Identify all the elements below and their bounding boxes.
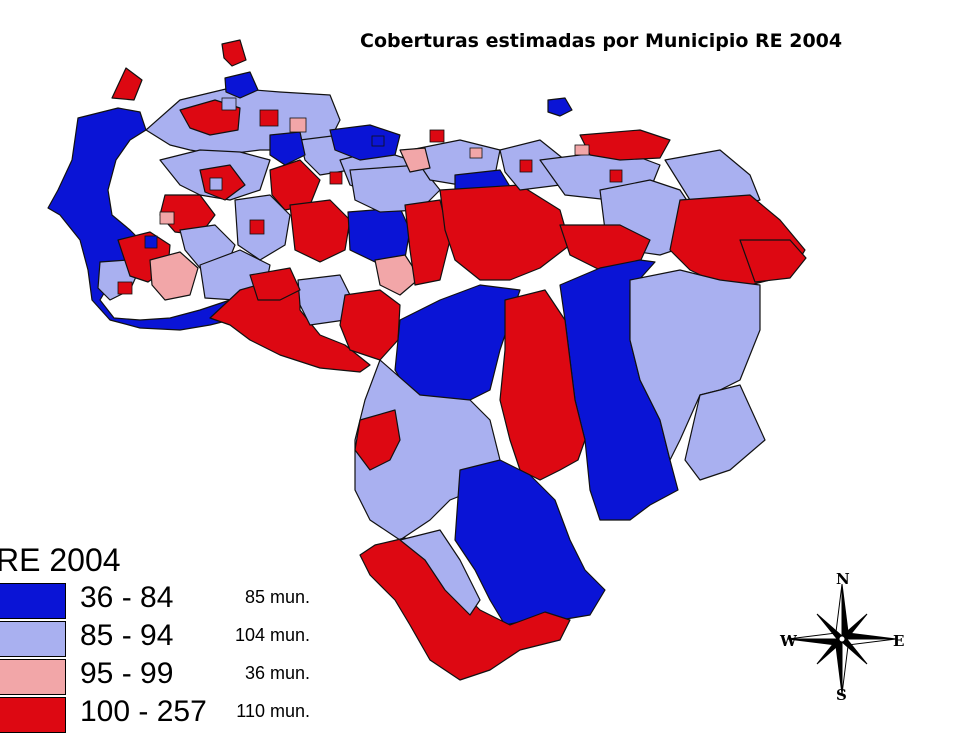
region-apure-red [339, 289, 401, 361]
compass-north-label: N [836, 570, 850, 588]
small-municipality [574, 144, 590, 156]
region-anzoategui-red [439, 184, 571, 281]
region-lara-red [199, 164, 246, 201]
small-municipality [429, 129, 445, 143]
region-peninsula-red [111, 67, 143, 101]
region-bolivar-light-se [684, 384, 766, 481]
small-municipality [144, 235, 158, 249]
small-municipality [519, 159, 533, 173]
legend-swatch [0, 621, 66, 657]
region-yaracuy [269, 131, 306, 166]
region-capital-pink [399, 147, 431, 173]
small-municipality [159, 211, 175, 225]
region-paraguana-red [221, 39, 247, 67]
region-guarico-blue [347, 207, 411, 263]
legend-count-label: 104 mun. [234, 625, 310, 645]
legend-swatch [0, 659, 66, 695]
small-municipality [117, 281, 133, 295]
region-apure-east [249, 267, 301, 301]
small-municipality [371, 135, 385, 147]
region-guarico-pink [374, 254, 421, 296]
region-sucre-red [579, 129, 671, 161]
legend-range-label: 100 - 257 [80, 695, 207, 728]
compass-west-label: W [780, 632, 797, 650]
legend-title: RE 2004 [0, 542, 121, 578]
region-amazonas-light-south [399, 529, 481, 616]
region-delta-red-2 [739, 239, 807, 283]
region-guarico-east [404, 199, 451, 286]
legend-range-label: 95 - 99 [80, 657, 174, 690]
region-amazonas-red-west [354, 409, 401, 471]
region-amazonas-blue [454, 459, 606, 626]
region-merida [149, 251, 199, 301]
compass-east-label: E [893, 632, 905, 650]
compass-rose-icon [787, 583, 897, 695]
region-cojedes [289, 199, 351, 263]
small-municipality [289, 117, 307, 133]
map-title: Coberturas estimadas por Municipio RE 20… [360, 30, 843, 52]
legend-item: 36 - 84 85 mun. [0, 581, 330, 619]
compass-south-label: S [836, 686, 847, 704]
small-municipality [609, 169, 623, 183]
legend-range-label: 36 - 84 [80, 581, 174, 614]
legend-range-label: 85 - 94 [80, 619, 174, 652]
small-municipality [329, 171, 343, 185]
small-municipality [469, 147, 483, 159]
legend-item: 85 - 94 104 mun. [0, 619, 330, 657]
legend-count-label: 85 mun. [244, 587, 310, 607]
legend-swatch [0, 583, 66, 619]
region-capital-blue [329, 124, 401, 161]
legend-item: 100 - 257 110 mun. [0, 695, 330, 733]
region-margarita [547, 97, 573, 117]
region-bolivar-red-center [499, 289, 586, 481]
legend-count-label: 36 mun. [244, 663, 310, 683]
small-municipality [249, 219, 265, 235]
region-paraguana [224, 71, 259, 99]
small-municipality [259, 109, 279, 127]
legend-item: 95 - 99 36 mun. [0, 657, 330, 695]
small-municipality [209, 177, 223, 191]
small-municipality [221, 97, 237, 111]
legend-swatch [0, 697, 66, 733]
legend-count-label: 110 mun. [236, 701, 310, 721]
